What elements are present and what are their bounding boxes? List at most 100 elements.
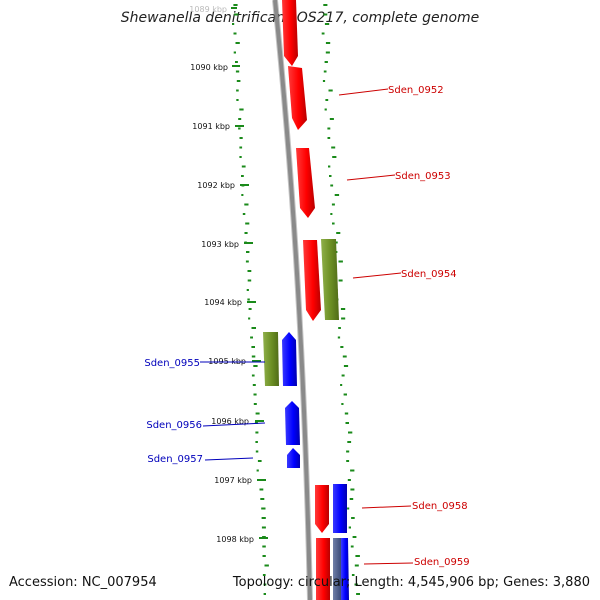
gc-skew-track (232, 4, 360, 595)
gc-dot (338, 260, 343, 263)
gene-label-sden-0959[interactable]: Sden_0959 (414, 557, 470, 568)
gc-dot (241, 165, 246, 168)
gc-dot (340, 308, 346, 310)
gene-label-sden-0954[interactable]: Sden_0954 (401, 269, 457, 280)
gc-dot (351, 574, 355, 576)
gc-dot (239, 156, 242, 158)
gc-dot (347, 441, 352, 443)
gene-labels: Sden_0952 Sden_0953 Sden_0954 Sden_0955 … (144, 85, 469, 568)
gene-arrow-sden-0953[interactable] (296, 148, 315, 218)
gc-dot (247, 279, 252, 282)
gc-dot (347, 507, 350, 510)
gc-dot (325, 99, 329, 101)
gc-dot (236, 80, 241, 82)
gc-dot (253, 403, 257, 405)
gene-arrow-sden-0954[interactable] (303, 240, 321, 321)
gene-label-sden-0955[interactable]: Sden_0955 (144, 358, 200, 369)
gc-dot (323, 4, 328, 6)
gc-dot (341, 403, 344, 405)
gc-dot (324, 23, 330, 25)
gc-dot (336, 232, 341, 234)
gc-dot (244, 203, 249, 206)
gene-arrow-sden-0959-rev[interactable] (333, 538, 341, 600)
gc-dot (239, 146, 243, 149)
gene-label-sden-0957[interactable]: Sden_0957 (147, 454, 203, 465)
gc-dot (334, 194, 340, 196)
gc-dot (264, 564, 269, 567)
gc-dot (255, 450, 259, 453)
gc-dot (256, 469, 259, 472)
gene-arrow-sden-0958-rev[interactable] (333, 484, 347, 533)
tick-label: 1097 kbp (214, 476, 252, 485)
gene-label-sden-0958[interactable]: Sden_0958 (412, 501, 468, 512)
gene-arrow-sden-0952[interactable] (288, 66, 307, 130)
gc-dot (234, 13, 239, 16)
gc-dot (327, 127, 331, 130)
gc-dot (331, 203, 335, 206)
gc-dot (330, 184, 334, 187)
gene-arrow-sden-0955[interactable] (282, 332, 297, 386)
gc-dot (236, 99, 239, 101)
gc-dot (253, 393, 257, 396)
gc-dot (261, 517, 266, 519)
gc-dot (250, 336, 253, 339)
gc-dot (246, 289, 249, 291)
gc-dot (235, 70, 240, 73)
tick-label: 1098 kbp (216, 535, 254, 544)
gc-dot (262, 545, 266, 548)
gene-arrow-sden-0959-rev-2[interactable] (341, 538, 349, 600)
tick-label: 1092 kbp (197, 181, 235, 190)
gc-dot (324, 108, 327, 111)
gc-dot (321, 32, 325, 35)
gc-dot (325, 42, 331, 44)
tick-label: 1096 kbp (211, 417, 249, 426)
gc-dot (247, 298, 250, 301)
gc-dot (331, 146, 336, 149)
gc-dot (248, 317, 251, 320)
gc-dot (355, 555, 360, 557)
gene-label-sden-0953[interactable]: Sden_0953 (395, 171, 451, 182)
gc-dot (344, 412, 349, 415)
gc-dot (346, 450, 350, 453)
gc-dot (337, 336, 341, 339)
tick-label: 1091 kbp (192, 122, 230, 131)
gene-label-leaders (200, 88, 414, 565)
gene-arrow-sden-0958[interactable] (315, 485, 329, 533)
gc-dot (233, 32, 237, 35)
gc-dot (252, 384, 256, 386)
gene-label-sden-0956[interactable]: Sden_0956 (146, 420, 202, 431)
genome-summary-label: Topology: circular; Length: 4,545,906 bp… (232, 575, 590, 590)
gc-dot (338, 279, 343, 282)
tick-1097: 1097 kbp (214, 476, 266, 485)
gc-dot (328, 89, 333, 92)
gc-dot (251, 374, 255, 377)
gc-dot (346, 460, 350, 462)
gc-dot (251, 355, 256, 358)
gc-dot (242, 213, 246, 215)
gc-dot (342, 355, 347, 358)
gene-arrow-sden-0956[interactable] (285, 401, 300, 445)
tick-1091: 1091 kbp (192, 122, 244, 131)
gene-arrow-sden-0957[interactable] (287, 448, 300, 468)
gc-dot (343, 365, 349, 367)
gc-dot (245, 222, 250, 225)
gc-dot (232, 23, 235, 25)
gene-label-sden-0952[interactable]: Sden_0952 (388, 85, 444, 96)
gc-dot (327, 137, 331, 139)
tick-1098: 1098 kbp (216, 535, 268, 544)
genome-backbone-line (273, 0, 312, 600)
gc-dot (263, 583, 267, 586)
gene-arrow-top[interactable] (282, 0, 298, 66)
tick-label: 1089 kbp (189, 5, 227, 14)
cds-feature-0955[interactable] (263, 332, 279, 386)
gc-dot (261, 526, 266, 529)
gc-dot (245, 260, 249, 263)
cds-feature-0954[interactable] (321, 239, 339, 320)
gc-dot (244, 232, 248, 234)
gc-dot (332, 156, 337, 158)
gene-arrow-sden-0959[interactable] (316, 538, 330, 600)
gc-dot (246, 251, 250, 253)
gc-dot (340, 384, 343, 386)
